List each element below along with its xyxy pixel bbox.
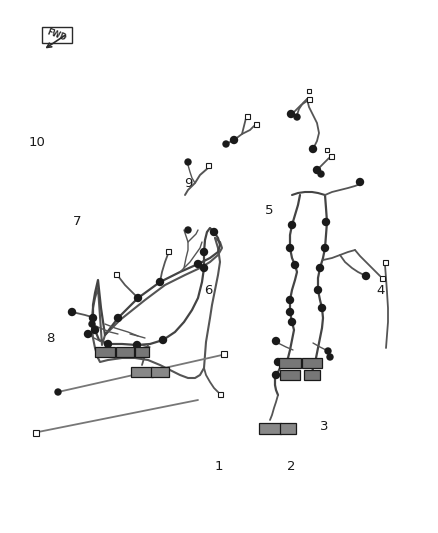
Circle shape [201, 248, 208, 255]
Text: 7: 7 [72, 215, 81, 228]
Circle shape [357, 179, 364, 185]
Circle shape [286, 309, 293, 316]
Circle shape [317, 264, 324, 271]
Circle shape [272, 337, 279, 344]
Bar [279, 358, 301, 368]
Circle shape [134, 295, 141, 302]
Bar [151, 367, 169, 377]
Circle shape [89, 321, 95, 327]
Circle shape [230, 136, 237, 143]
Circle shape [68, 309, 75, 316]
FancyArrowPatch shape [47, 36, 65, 47]
Circle shape [89, 314, 96, 321]
Circle shape [322, 219, 329, 225]
Bar [135, 347, 149, 357]
Circle shape [292, 262, 299, 269]
Bar [33, 430, 39, 436]
Text: 9: 9 [184, 177, 193, 190]
Bar [254, 122, 258, 126]
Bar [325, 148, 329, 152]
Circle shape [287, 110, 294, 117]
Circle shape [105, 341, 112, 348]
Bar [95, 347, 115, 357]
FancyBboxPatch shape [42, 27, 72, 43]
Circle shape [156, 279, 163, 286]
Bar [280, 370, 300, 380]
Circle shape [314, 166, 321, 174]
Bar [205, 163, 211, 167]
Circle shape [310, 146, 317, 152]
Bar [307, 89, 311, 93]
Circle shape [201, 264, 208, 271]
Bar [259, 423, 281, 433]
Circle shape [275, 359, 282, 366]
Text: 8: 8 [46, 332, 55, 345]
Circle shape [321, 245, 328, 252]
Circle shape [114, 314, 121, 321]
Circle shape [223, 141, 229, 147]
Circle shape [185, 159, 191, 165]
Circle shape [314, 287, 321, 294]
Circle shape [134, 342, 141, 349]
Circle shape [92, 327, 99, 334]
Circle shape [286, 245, 293, 252]
Bar [131, 367, 153, 377]
Bar [307, 96, 311, 101]
Circle shape [85, 330, 92, 337]
Bar [221, 351, 227, 357]
Text: 6: 6 [204, 284, 212, 297]
Bar [328, 154, 333, 158]
Bar [244, 114, 250, 118]
Circle shape [159, 336, 166, 343]
Text: 2: 2 [287, 460, 296, 473]
Circle shape [185, 227, 191, 233]
Bar [379, 276, 385, 280]
Circle shape [55, 389, 61, 395]
Bar [218, 392, 223, 397]
Text: 10: 10 [29, 136, 46, 149]
Circle shape [363, 272, 370, 279]
Bar [304, 370, 320, 380]
Circle shape [318, 171, 324, 177]
Text: FWD: FWD [46, 27, 68, 43]
Bar [166, 248, 170, 254]
Text: 1: 1 [215, 460, 223, 473]
Circle shape [318, 304, 325, 311]
Circle shape [286, 296, 293, 303]
Circle shape [289, 222, 296, 229]
Circle shape [327, 354, 333, 360]
Bar [116, 347, 134, 357]
Text: 4: 4 [377, 284, 385, 297]
Bar [302, 358, 322, 368]
Bar [382, 260, 388, 264]
Bar [280, 423, 296, 433]
Text: 5: 5 [265, 204, 274, 217]
Bar [113, 271, 119, 277]
Circle shape [325, 348, 331, 354]
Circle shape [211, 229, 218, 236]
Circle shape [272, 372, 279, 378]
Text: 3: 3 [320, 420, 328, 433]
Circle shape [294, 114, 300, 120]
Circle shape [289, 319, 296, 326]
Circle shape [194, 261, 201, 268]
